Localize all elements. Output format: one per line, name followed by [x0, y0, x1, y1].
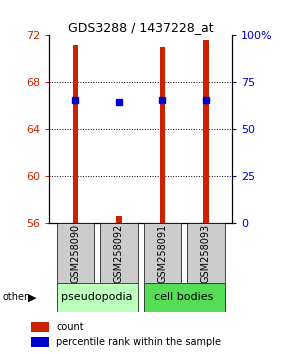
Bar [144, 283, 225, 312]
Bar [31, 322, 49, 332]
Text: GSM258092: GSM258092 [114, 223, 124, 283]
Bar [160, 47, 165, 223]
Text: percentile rank within the sample: percentile rank within the sample [56, 337, 221, 347]
Text: pseudopodia: pseudopodia [61, 292, 133, 302]
Text: count: count [56, 322, 84, 332]
Bar [100, 223, 138, 283]
Bar [116, 216, 122, 223]
Bar [203, 40, 209, 223]
Text: other: other [3, 292, 29, 302]
Text: GSM258090: GSM258090 [70, 223, 80, 283]
Bar [57, 223, 94, 283]
Bar [31, 337, 49, 347]
Text: GSM258093: GSM258093 [201, 223, 211, 283]
Text: cell bodies: cell bodies [155, 292, 214, 302]
Text: ▶: ▶ [28, 292, 36, 302]
Bar [144, 223, 181, 283]
Bar [187, 223, 225, 283]
Bar [57, 283, 138, 312]
Title: GDS3288 / 1437228_at: GDS3288 / 1437228_at [68, 21, 213, 34]
Bar [72, 45, 78, 223]
Text: GSM258091: GSM258091 [157, 223, 167, 283]
